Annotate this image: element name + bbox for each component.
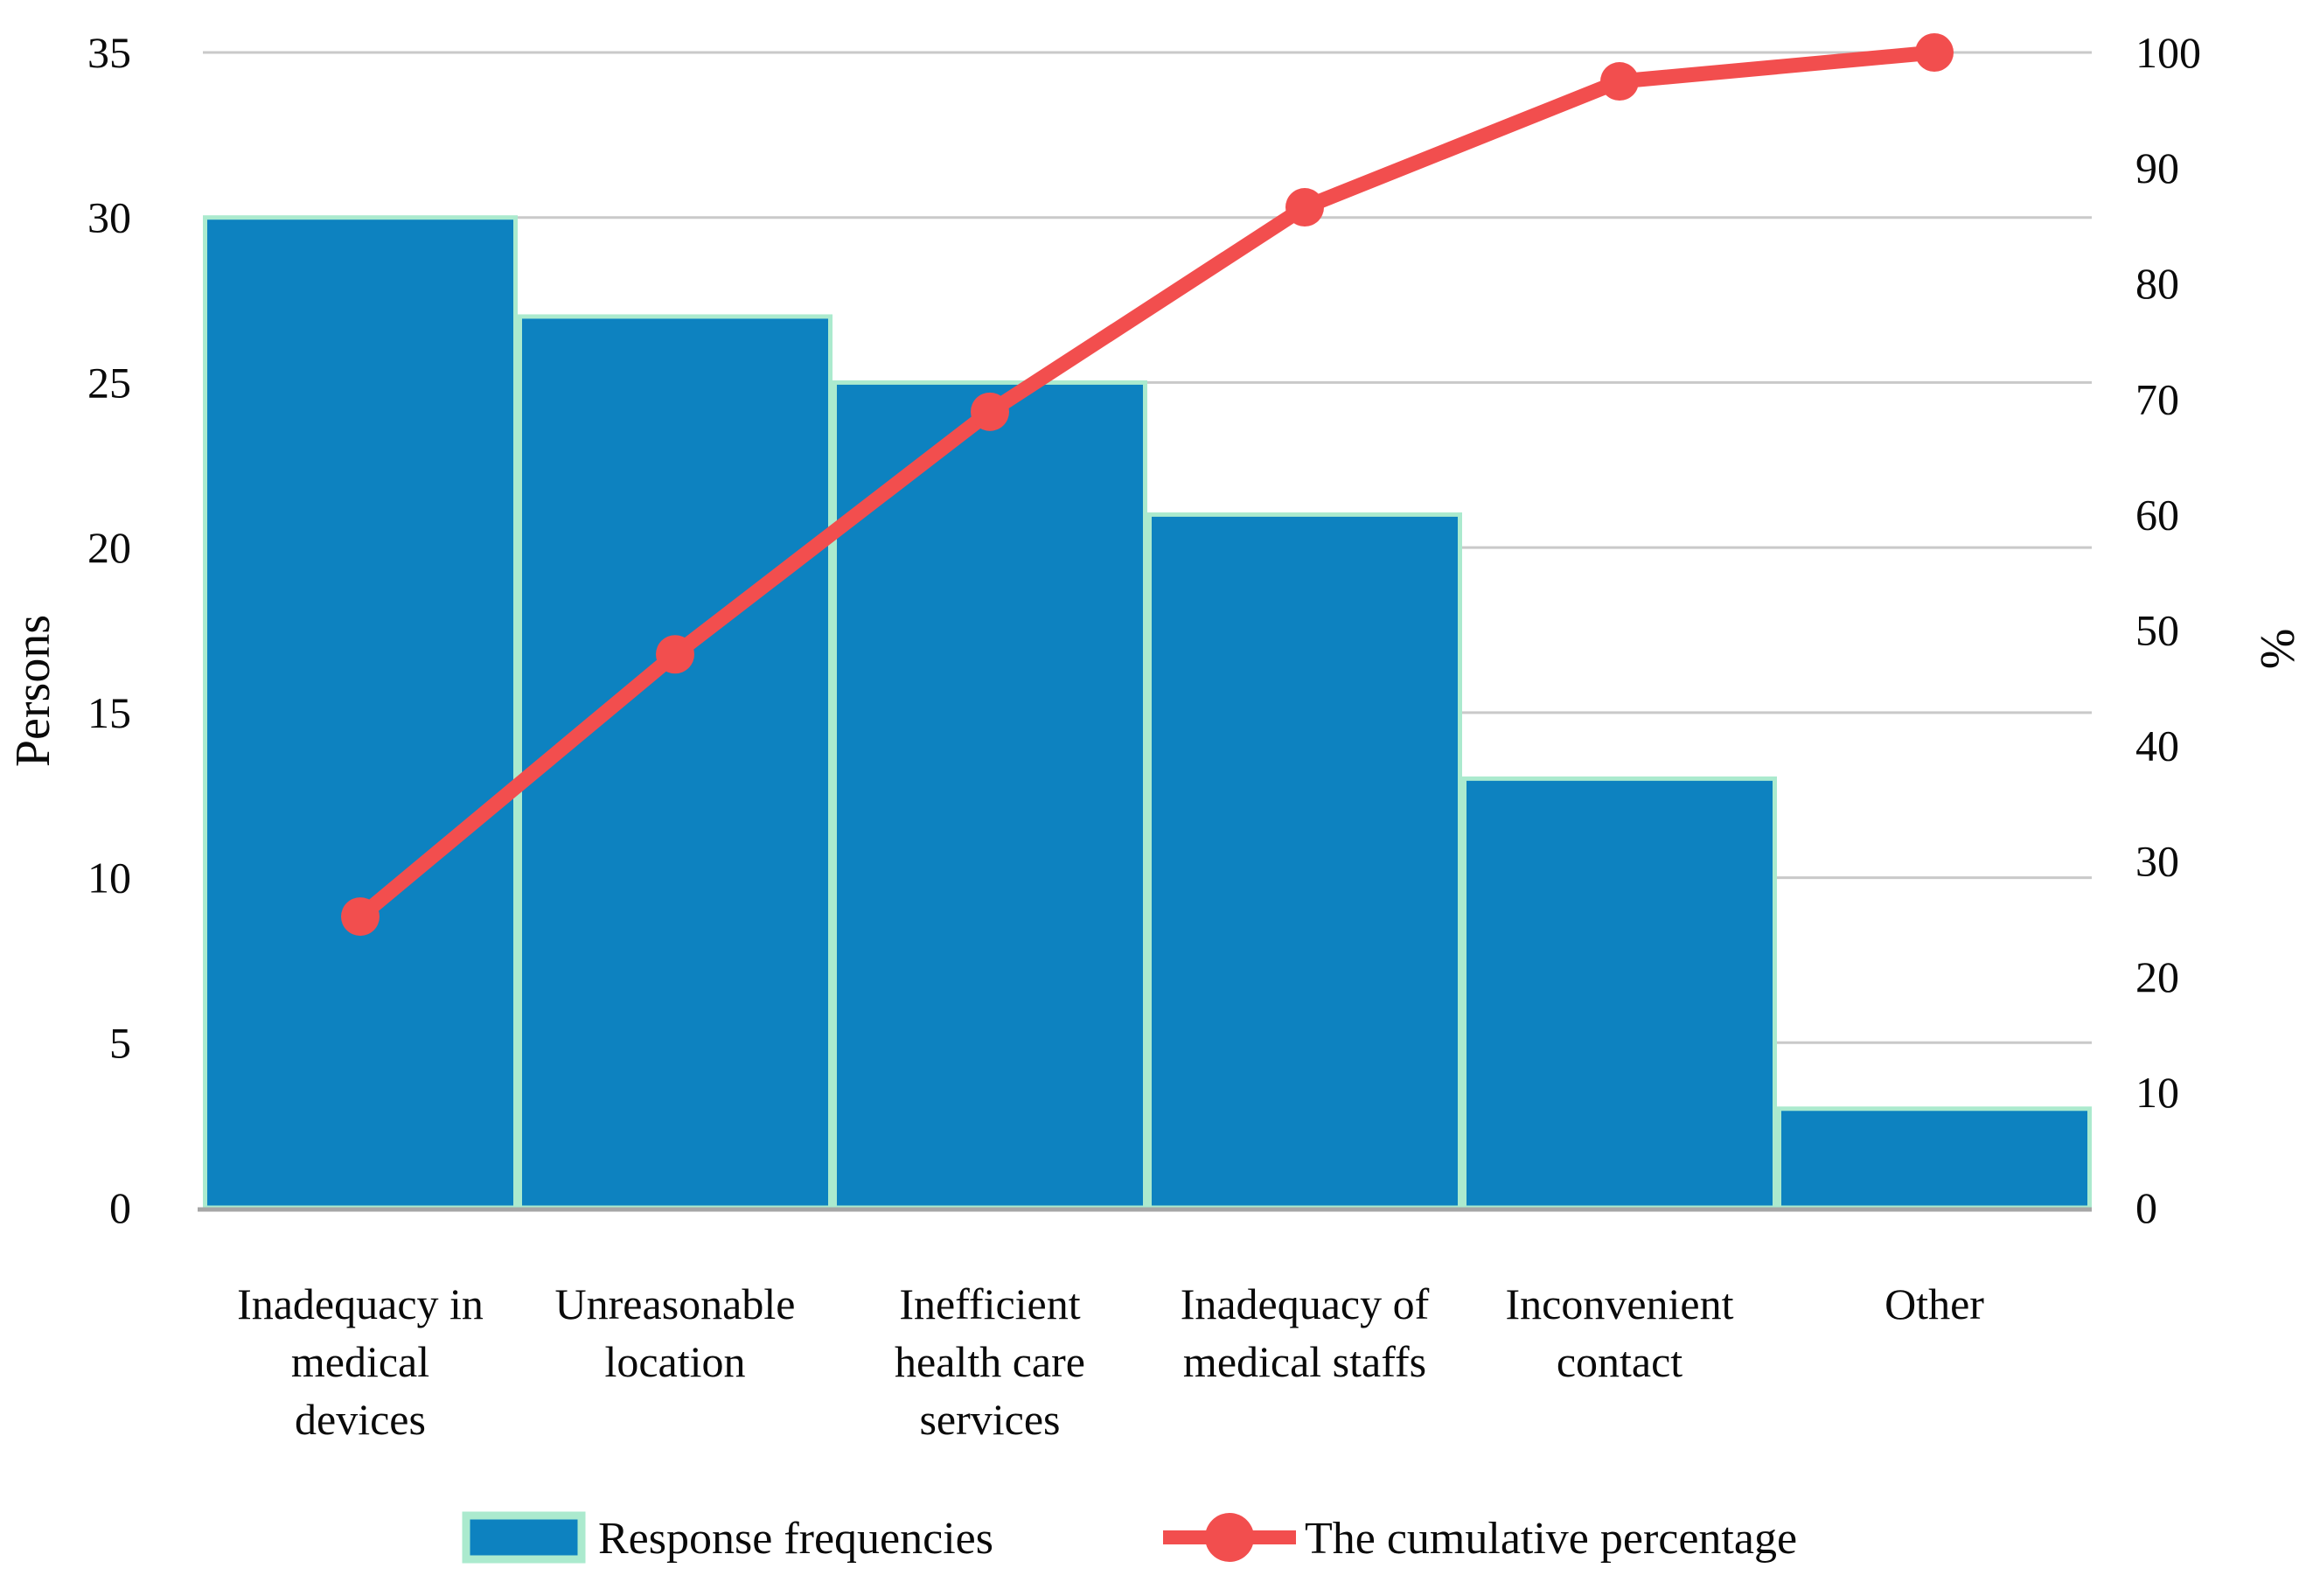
bar — [1147, 512, 1462, 1210]
right-axis-tick-labels: 0 10 20 30 40 50 60 70 80 90 100 — [2135, 28, 2201, 1232]
line-series-cumulative-percentage — [341, 33, 1954, 937]
left-axis-tick-label: 15 — [87, 688, 131, 737]
category-label: Inadequacy in medical devices — [237, 1279, 484, 1444]
right-axis-tick-label: 50 — [2135, 606, 2179, 655]
bar-series-response-frequencies — [203, 215, 2092, 1210]
cumulative-point — [971, 392, 1009, 431]
right-axis-tick-label: 30 — [2135, 837, 2179, 886]
right-axis-tick-label: 80 — [2135, 259, 2179, 308]
cumulative-point — [1915, 33, 1954, 72]
left-axis-tick-labels: 0 5 10 15 20 25 30 35 — [87, 28, 131, 1232]
cumulative-point — [1285, 188, 1324, 227]
right-axis-tick-label: 40 — [2135, 721, 2179, 770]
bar — [1462, 776, 1777, 1210]
right-axis-title: % — [2250, 629, 2299, 670]
legend-bar-label: Response frequencies — [598, 1514, 993, 1564]
left-axis-tick-label: 35 — [87, 28, 131, 77]
right-axis-tick-label: 0 — [2135, 1183, 2157, 1232]
cumulative-point — [656, 635, 694, 674]
bar — [1777, 1106, 2092, 1210]
legend-line-label: The cumulative percentage — [1305, 1514, 1797, 1564]
left-axis-tick-label: 30 — [87, 193, 131, 242]
right-axis-tick-label: 100 — [2135, 28, 2201, 77]
category-axis-labels: Inadequacy in medical devices Unreasonable l… — [237, 1279, 1984, 1444]
category-label: Inefficient health care services — [895, 1279, 1085, 1444]
right-axis-tick-label: 70 — [2135, 374, 2179, 423]
left-axis-tick-label: 0 — [109, 1183, 131, 1232]
right-axis-tick-label: 20 — [2135, 952, 2179, 1001]
left-axis-tick-label: 20 — [87, 523, 131, 572]
legend-bar-swatch — [462, 1511, 586, 1564]
right-axis-tick-label: 10 — [2135, 1068, 2179, 1117]
left-axis-tick-label: 25 — [87, 358, 131, 407]
legend-line-dot-marker — [1205, 1513, 1254, 1562]
left-axis-title: Persons — [6, 615, 60, 767]
cumulative-point — [341, 897, 380, 937]
category-label: Inconvenient contact — [1505, 1279, 1733, 1386]
cumulative-line — [352, 45, 1942, 924]
left-axis-tick-label: 10 — [87, 854, 131, 903]
left-axis-tick-label: 5 — [109, 1018, 131, 1067]
right-axis-tick-label: 90 — [2135, 143, 2179, 192]
bar — [833, 380, 1147, 1210]
category-label: Inadequacy of medical staffs — [1181, 1279, 1430, 1386]
bar — [203, 215, 518, 1210]
category-label: Unreasonable location — [555, 1279, 796, 1386]
bar — [518, 314, 833, 1210]
right-axis-tick-label: 60 — [2135, 490, 2179, 539]
cumulative-point — [1600, 62, 1639, 101]
category-label: Other — [1884, 1279, 1984, 1328]
legend: Response frequencies The cumulative perc… — [462, 1511, 1797, 1564]
